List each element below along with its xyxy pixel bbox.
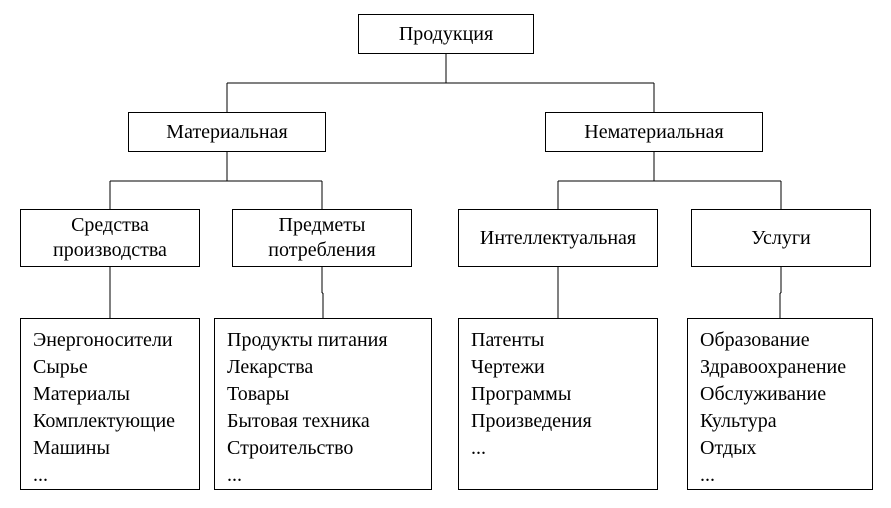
node-consumer-items: Предметыпотребления bbox=[232, 209, 412, 267]
node-production-means-label: Средствапроизводства bbox=[53, 213, 167, 263]
leaf-item: Сырье bbox=[33, 354, 187, 381]
node-services: Услуги bbox=[691, 209, 871, 267]
node-consumer-items-label: Предметыпотребления bbox=[268, 213, 375, 263]
node-material: Материальная bbox=[128, 112, 326, 152]
node-intellectual: Интеллектуальная bbox=[458, 209, 658, 267]
leaf-item: Продукты питания bbox=[227, 327, 419, 354]
leaf-item: Обслуживание bbox=[700, 381, 860, 408]
leaf-item: Чертежи bbox=[471, 354, 645, 381]
leaf-intellectual: ПатентыЧертежиПрограммыПроизведения... bbox=[458, 318, 658, 490]
leaf-production-means: ЭнергоносителиСырьеМатериалыКомплектующи… bbox=[20, 318, 200, 490]
node-intellectual-label: Интеллектуальная bbox=[480, 226, 636, 251]
node-root: Продукция bbox=[358, 14, 534, 54]
leaf-item: Строительство bbox=[227, 435, 419, 462]
leaf-consumer-items: Продукты питанияЛекарстваТоварыБытовая т… bbox=[214, 318, 432, 490]
node-nonmaterial-label: Нематериальная bbox=[584, 120, 723, 145]
leaf-item: Программы bbox=[471, 381, 645, 408]
node-material-label: Материальная bbox=[166, 120, 287, 145]
leaf-item: ... bbox=[471, 435, 645, 462]
leaf-item: Энергоносители bbox=[33, 327, 187, 354]
leaf-item: Произведения bbox=[471, 408, 645, 435]
leaf-item: Здравоохранение bbox=[700, 354, 860, 381]
node-services-label: Услуги bbox=[751, 226, 811, 251]
leaf-item: Машины bbox=[33, 435, 187, 462]
leaf-item: Лекарства bbox=[227, 354, 419, 381]
leaf-item: Отдых bbox=[700, 435, 860, 462]
leaf-item: ... bbox=[227, 462, 419, 489]
node-nonmaterial: Нематериальная bbox=[545, 112, 763, 152]
leaf-item: Образование bbox=[700, 327, 860, 354]
leaf-item: Товары bbox=[227, 381, 419, 408]
node-production-means: Средствапроизводства bbox=[20, 209, 200, 267]
leaf-item: Комплектующие bbox=[33, 408, 187, 435]
leaf-services: ОбразованиеЗдравоохранениеОбслуживаниеКу… bbox=[687, 318, 873, 490]
diagram-stage: Продукция Материальная Нематериальная Ср… bbox=[0, 0, 891, 508]
leaf-item: Культура bbox=[700, 408, 860, 435]
leaf-item: Бытовая техника bbox=[227, 408, 419, 435]
leaf-item: Материалы bbox=[33, 381, 187, 408]
leaf-item: Патенты bbox=[471, 327, 645, 354]
leaf-item: ... bbox=[700, 462, 860, 489]
node-root-label: Продукция bbox=[399, 22, 493, 47]
leaf-item: ... bbox=[33, 462, 187, 489]
